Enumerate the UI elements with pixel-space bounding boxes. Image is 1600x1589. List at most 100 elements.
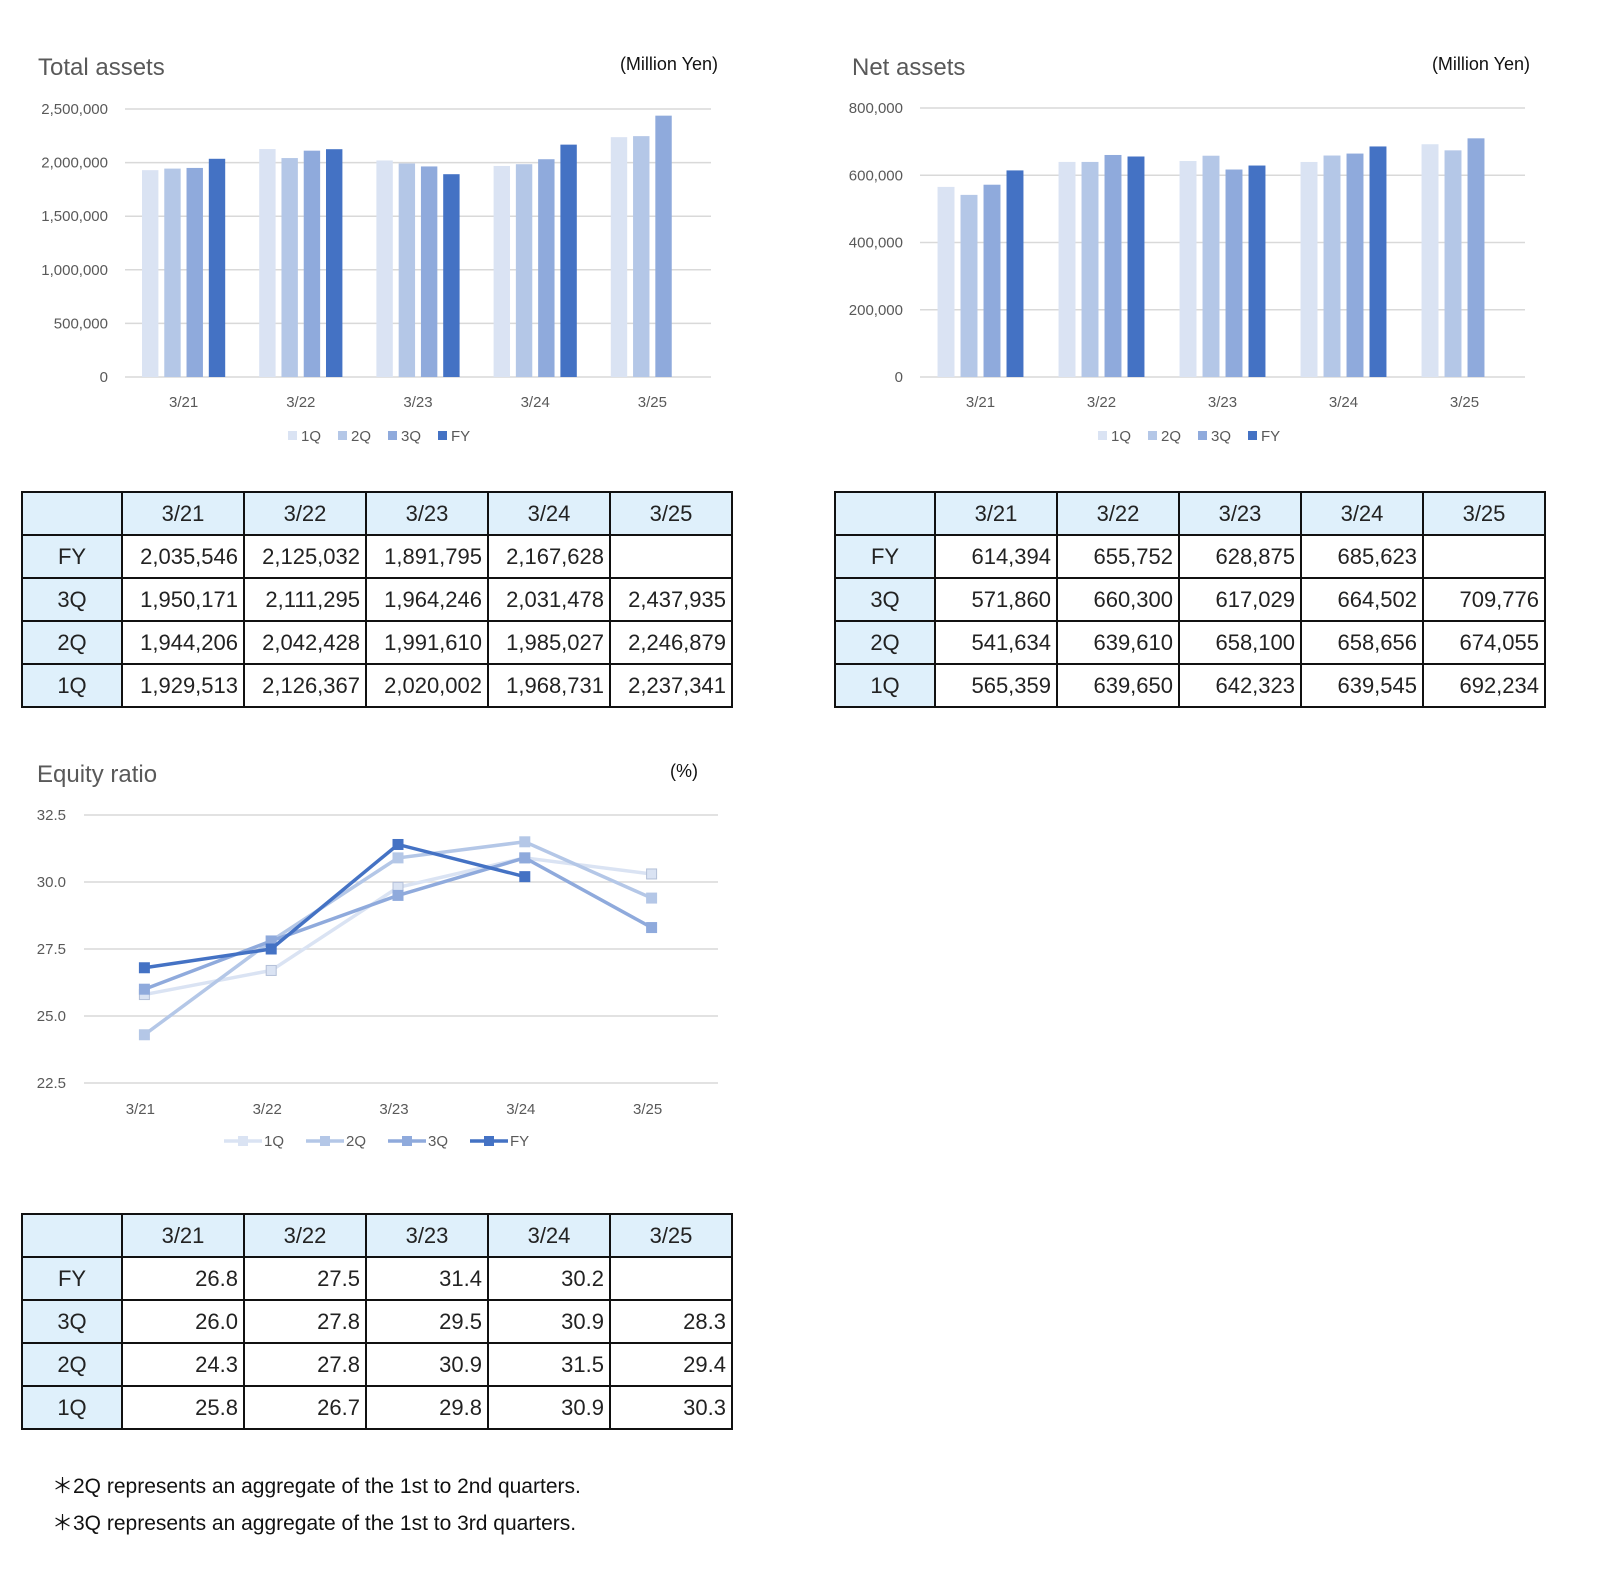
row-header: 2Q xyxy=(834,620,936,665)
y-tick-label: 400,000 xyxy=(849,235,903,252)
point-2q xyxy=(646,892,658,904)
bar-2q xyxy=(1323,155,1341,377)
bar-1q xyxy=(493,165,511,377)
legend-label: FY xyxy=(451,428,470,445)
table-cell: 642,323 xyxy=(1178,663,1302,708)
column-header: 3/25 xyxy=(609,1213,733,1258)
y-tick-label: 500,000 xyxy=(54,315,108,332)
point-2q xyxy=(519,836,531,848)
y-tick-label: 0 xyxy=(895,369,903,386)
line-3q xyxy=(143,855,653,991)
y-tick-label: 2,500,000 xyxy=(41,101,108,118)
table-cell: 30.9 xyxy=(365,1342,489,1387)
chart-title: Total assets xyxy=(38,54,165,81)
table-cell: 617,029 xyxy=(1178,577,1302,622)
table-cell: 541,634 xyxy=(934,620,1058,665)
table-cell: 1,929,513 xyxy=(121,663,245,708)
table-cell: 565,359 xyxy=(934,663,1058,708)
bar-1q xyxy=(1179,161,1197,377)
table-cell: 628,875 xyxy=(1178,534,1302,579)
y-tick-label: 1,500,000 xyxy=(41,208,108,225)
x-tick-label: 3/22 xyxy=(286,394,315,411)
bar-3q xyxy=(1225,169,1243,377)
row-header: 3Q xyxy=(834,577,936,622)
legend-marker-1q xyxy=(238,1136,248,1146)
table-cell: 28.3 xyxy=(609,1299,733,1344)
table-cell: 709,776 xyxy=(1422,577,1546,622)
legend-label: 2Q xyxy=(1161,428,1181,445)
legend-swatch-2q xyxy=(338,431,347,440)
column-header: 3/21 xyxy=(934,491,1058,536)
table-cell: 2,035,546 xyxy=(121,534,245,579)
legend-swatch-1q xyxy=(1098,431,1107,440)
point-fy xyxy=(138,962,150,974)
table-cell: 29.5 xyxy=(365,1299,489,1344)
footnote-3q: ＊3Q represents an aggregate of the 1st t… xyxy=(52,1512,577,1535)
y-tick-label: 1,000,000 xyxy=(41,262,108,279)
table-row: 1Q 565,359 639,650 642,323 639,545 692,234 xyxy=(834,663,1546,708)
legend-swatch-fy xyxy=(1248,431,1257,440)
bar-1q xyxy=(1421,144,1439,377)
table-cell: 25.8 xyxy=(121,1385,245,1430)
table-cell: 658,656 xyxy=(1300,620,1424,665)
table-cell: 29.4 xyxy=(609,1342,733,1387)
row-header: 3Q xyxy=(21,1299,123,1344)
legend-label: FY xyxy=(510,1133,529,1150)
bar-3q xyxy=(420,166,438,377)
legend-swatch-2q xyxy=(1148,431,1157,440)
x-tick-label: 3/22 xyxy=(1087,394,1116,411)
legend-marker-2q xyxy=(320,1136,330,1146)
bar-1q xyxy=(141,170,159,377)
chart-unit: (Million Yen) xyxy=(620,54,718,74)
bar-3q xyxy=(983,184,1001,377)
x-tick-label: 3/23 xyxy=(403,394,432,411)
total-assets-table: 3/21 3/22 3/23 3/24 3/25 FY 2,035,546 2,125,032… xyxy=(21,491,733,708)
table-corner xyxy=(834,491,936,536)
table-cell xyxy=(1422,534,1546,579)
bar-2q xyxy=(633,136,650,377)
table-cell: 2,167,628 xyxy=(487,534,611,579)
x-tick-label: 3/21 xyxy=(169,394,198,411)
bar-1q xyxy=(937,186,955,377)
column-header: 3/25 xyxy=(609,491,733,536)
bar-fy xyxy=(208,158,226,377)
table-cell: 2,111,295 xyxy=(243,577,367,622)
x-tick-label: 3/22 xyxy=(253,1101,282,1118)
table-row: FY 614,394 655,752 628,875 685,623 xyxy=(834,534,1546,579)
table-corner xyxy=(21,491,123,536)
bar-2q xyxy=(960,194,978,377)
point-3q xyxy=(138,983,150,995)
x-tick-label: 3/23 xyxy=(379,1101,408,1118)
table-cell: 2,126,367 xyxy=(243,663,367,708)
y-tick-label: 30.0 xyxy=(37,874,66,891)
table-cell: 1,968,731 xyxy=(487,663,611,708)
total-assets-chart: Total assets (Million Yen) 0 500,000 1,000… xyxy=(38,54,718,445)
footnote-2q: ＊2Q represents an aggregate of the 1st t… xyxy=(52,1475,581,1498)
point-1q xyxy=(265,964,277,976)
x-tick-label: 3/24 xyxy=(521,394,550,411)
table-header-row: 3/21 3/22 3/23 3/24 3/25 xyxy=(21,1213,733,1258)
row-header: 2Q xyxy=(21,620,123,665)
bar-3q xyxy=(655,115,672,377)
table-cell: 639,545 xyxy=(1300,663,1424,708)
row-header: 1Q xyxy=(21,1385,123,1430)
bar-3q xyxy=(538,159,555,377)
table-cell: 2,437,935 xyxy=(609,577,733,622)
bar-2q xyxy=(1444,150,1462,377)
table-cell: 30.9 xyxy=(487,1299,611,1344)
y-tick-label: 27.5 xyxy=(37,941,66,958)
column-header: 3/22 xyxy=(1056,491,1180,536)
column-header: 3/23 xyxy=(1178,491,1302,536)
bar-fy xyxy=(1006,170,1024,377)
legend-swatch-fy xyxy=(438,431,447,440)
legend-label: 1Q xyxy=(264,1133,284,1150)
table-cell: 1,991,610 xyxy=(365,620,489,665)
table-cell: 2,020,002 xyxy=(365,663,489,708)
net-assets-table: 3/21 3/22 3/23 3/24 3/25 FY 614,394 655,752 628,… xyxy=(834,491,1546,708)
table-cell: 571,860 xyxy=(934,577,1058,622)
bar-fy xyxy=(560,144,577,377)
table-row: 2Q 1,944,206 2,042,428 1,991,610 1,985,027 2,… xyxy=(21,620,733,665)
table-cell: 658,100 xyxy=(1178,620,1302,665)
y-tick-label: 22.5 xyxy=(37,1075,66,1092)
legend-swatch-3q xyxy=(1198,431,1207,440)
